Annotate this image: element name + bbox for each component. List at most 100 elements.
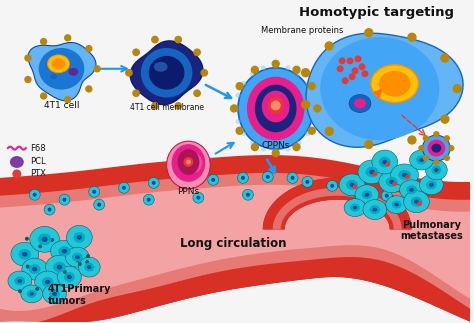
Ellipse shape <box>184 153 202 173</box>
Circle shape <box>251 66 258 73</box>
Circle shape <box>405 174 410 179</box>
Polygon shape <box>263 178 411 229</box>
Ellipse shape <box>78 257 100 277</box>
Polygon shape <box>0 155 470 323</box>
Circle shape <box>29 189 40 200</box>
Circle shape <box>58 282 62 286</box>
Polygon shape <box>306 33 463 147</box>
Ellipse shape <box>22 258 47 280</box>
Circle shape <box>25 55 31 61</box>
Circle shape <box>291 176 294 180</box>
Ellipse shape <box>379 71 410 97</box>
Circle shape <box>358 63 365 70</box>
Ellipse shape <box>49 289 60 298</box>
Ellipse shape <box>62 249 67 254</box>
Ellipse shape <box>250 141 255 146</box>
Text: Pulmonary
metastases: Pulmonary metastases <box>400 220 463 241</box>
Ellipse shape <box>32 267 37 271</box>
Ellipse shape <box>419 175 443 195</box>
Circle shape <box>41 93 46 99</box>
Circle shape <box>86 86 92 92</box>
Ellipse shape <box>51 240 78 262</box>
Circle shape <box>251 144 258 151</box>
Ellipse shape <box>313 106 318 111</box>
Ellipse shape <box>53 262 66 273</box>
Circle shape <box>327 180 337 191</box>
Ellipse shape <box>419 158 424 162</box>
Ellipse shape <box>141 48 192 98</box>
Circle shape <box>230 105 237 112</box>
Circle shape <box>92 190 96 194</box>
Circle shape <box>272 60 279 67</box>
Ellipse shape <box>261 65 266 70</box>
Circle shape <box>45 274 49 278</box>
Ellipse shape <box>305 131 310 136</box>
Ellipse shape <box>363 200 387 220</box>
Ellipse shape <box>400 180 423 200</box>
Ellipse shape <box>255 85 297 132</box>
Ellipse shape <box>434 168 438 172</box>
Circle shape <box>362 70 368 77</box>
Polygon shape <box>0 163 470 323</box>
Circle shape <box>236 83 243 89</box>
Ellipse shape <box>77 235 82 240</box>
Circle shape <box>186 160 191 164</box>
Ellipse shape <box>429 183 434 187</box>
Ellipse shape <box>234 106 238 111</box>
Ellipse shape <box>236 119 240 124</box>
Ellipse shape <box>428 140 445 157</box>
Text: CPPNs: CPPNs <box>262 141 290 150</box>
Circle shape <box>89 186 100 197</box>
Circle shape <box>325 127 333 135</box>
Ellipse shape <box>247 77 304 140</box>
Circle shape <box>453 85 461 93</box>
Ellipse shape <box>391 164 419 186</box>
Ellipse shape <box>84 263 94 272</box>
Circle shape <box>76 294 80 298</box>
Circle shape <box>338 57 346 64</box>
Circle shape <box>194 49 201 56</box>
Ellipse shape <box>18 279 22 283</box>
Circle shape <box>196 196 201 200</box>
Ellipse shape <box>386 177 398 187</box>
Ellipse shape <box>29 264 40 274</box>
Ellipse shape <box>410 150 433 170</box>
Ellipse shape <box>166 141 210 189</box>
Ellipse shape <box>67 275 72 279</box>
Circle shape <box>406 194 417 205</box>
Circle shape <box>65 97 71 103</box>
Polygon shape <box>273 188 401 229</box>
Circle shape <box>243 189 254 200</box>
Ellipse shape <box>414 200 419 204</box>
Circle shape <box>419 146 424 151</box>
Ellipse shape <box>416 156 427 164</box>
Circle shape <box>417 201 422 206</box>
Ellipse shape <box>382 160 387 164</box>
Circle shape <box>272 150 279 157</box>
Circle shape <box>373 172 377 176</box>
Ellipse shape <box>365 167 378 177</box>
Circle shape <box>434 160 439 164</box>
Ellipse shape <box>406 185 417 194</box>
Ellipse shape <box>349 95 371 112</box>
Ellipse shape <box>45 280 50 284</box>
Ellipse shape <box>18 249 31 260</box>
Circle shape <box>12 170 21 178</box>
Ellipse shape <box>346 180 358 190</box>
Ellipse shape <box>339 174 365 196</box>
Ellipse shape <box>410 197 422 207</box>
Circle shape <box>65 35 71 41</box>
Circle shape <box>365 141 373 149</box>
Ellipse shape <box>238 68 313 149</box>
Ellipse shape <box>285 147 291 152</box>
Ellipse shape <box>353 206 357 209</box>
Ellipse shape <box>344 199 366 216</box>
Circle shape <box>89 234 92 238</box>
Circle shape <box>266 175 270 179</box>
Circle shape <box>385 194 389 198</box>
Circle shape <box>262 172 273 182</box>
Circle shape <box>241 176 245 180</box>
Ellipse shape <box>66 225 92 249</box>
Ellipse shape <box>52 292 57 296</box>
Circle shape <box>271 100 281 110</box>
